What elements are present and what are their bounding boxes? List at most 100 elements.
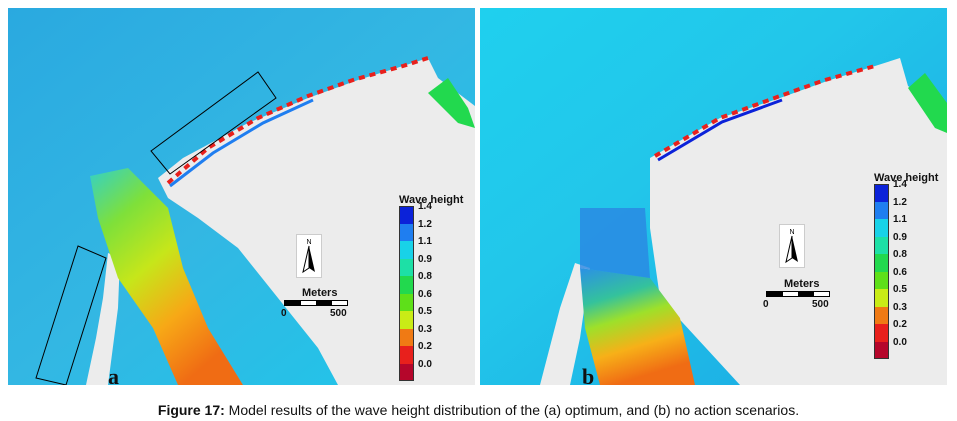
legend-swatch	[874, 341, 889, 359]
scale-max-label: 500	[330, 308, 347, 319]
wave-height-map-b	[480, 8, 947, 385]
green-patch	[428, 78, 475, 128]
land-strip	[86, 253, 120, 385]
legend-row: 1.2	[874, 197, 938, 219]
legend-row: 0.6	[874, 267, 938, 289]
channel-entrance	[580, 208, 650, 278]
scale-min-label: 0	[763, 299, 769, 310]
legend-label: 0.3	[418, 323, 432, 335]
panel-b-no-action-map: Wave height 1.4 1.2 1.1 0.9 0.8 0.6 0.5 0.3 0.2 0…	[480, 8, 947, 385]
legend-row: 0.3	[874, 302, 938, 324]
legend-scale: 1.4 1.2 1.1 0.9 0.8 0.6 0.5 0.3 0.2 0.0	[874, 179, 938, 359]
legend-row: 1.2	[399, 219, 463, 241]
wave-height-map-a	[8, 8, 475, 385]
scale-bar: Meters 0 500	[763, 278, 846, 318]
legend-swatch	[874, 219, 889, 237]
panel-letter-a: a	[108, 364, 119, 385]
legend-row: 0.8	[399, 271, 463, 294]
breakwater-outline-2	[35, 245, 107, 385]
legend-label: 1.2	[893, 196, 907, 208]
legend-row: 1.1	[874, 214, 938, 237]
north-label: N	[789, 229, 794, 236]
legend-label: 0.5	[893, 284, 907, 296]
legend-label: 0.2	[418, 341, 432, 353]
panel-a-optimum-map: Wave height 1.4 1.2 1.1 0.9 0.8 0.6 0.5 0.3 0.2 0…	[8, 8, 475, 385]
legend-swatch	[399, 293, 414, 311]
wave-channel	[90, 168, 243, 385]
legend-label: 1.1	[893, 214, 907, 226]
north-arrow-icon: N	[779, 224, 805, 273]
legend-row: 0.0	[399, 359, 463, 381]
legend-label: 0.3	[893, 301, 907, 313]
land-strip	[540, 263, 590, 385]
legend-label: 0.6	[893, 266, 907, 278]
breakwater-outline-1	[150, 71, 277, 175]
legend-label: 0.0	[893, 336, 907, 348]
scale-bar-graphic	[766, 291, 830, 297]
north-arrow-icon: N	[296, 234, 322, 283]
legend-row: 0.9	[874, 232, 938, 254]
panel-letter-b: b	[582, 364, 595, 385]
coast-fringe-blue	[169, 98, 314, 188]
figure-caption: Figure 17: Model results of the wave hei…	[0, 402, 957, 418]
legend-label: 0.6	[418, 288, 432, 300]
legend-row: 0.0	[874, 337, 938, 359]
legend-swatch	[399, 223, 414, 241]
legend-label: 1.1	[418, 236, 432, 248]
scale-title: Meters	[784, 278, 820, 290]
legend-row: 0.2	[874, 319, 938, 342]
legend-title: Wave height	[874, 172, 939, 184]
legend-swatch	[874, 289, 889, 307]
green-patch	[908, 73, 947, 133]
legend-row: 0.3	[399, 324, 463, 346]
scale-bar-graphic	[284, 300, 348, 306]
legend-label: 1.2	[418, 218, 432, 230]
legend-swatch	[399, 276, 414, 294]
caption-label: Figure 17:	[157, 402, 225, 418]
legend-swatch	[399, 328, 414, 346]
legend-swatch	[874, 201, 889, 219]
land-area	[650, 58, 947, 385]
legend-row: 0.2	[399, 341, 463, 364]
legend-swatch	[399, 258, 414, 276]
legend-title: Wave height	[399, 194, 464, 206]
legend-swatch	[874, 236, 889, 254]
legend-row: 0.6	[399, 289, 463, 311]
legend-label: 0.0	[418, 358, 432, 370]
coast-fringe-blue	[657, 98, 783, 162]
legend-row: 0.5	[874, 284, 938, 307]
legend-row: 1.1	[399, 236, 463, 259]
north-label: N	[306, 239, 311, 246]
legend-label: 0.9	[418, 253, 432, 265]
legend-row: 0.5	[399, 306, 463, 329]
legend-swatch	[399, 363, 414, 381]
legend-label: 0.8	[893, 249, 907, 261]
wave-height-legend: Wave height 1.4 1.2 1.1 0.9 0.8 0.6 0.5 0.3 0.2 0…	[874, 172, 938, 359]
legend-row: 0.9	[399, 254, 463, 276]
wave-channel	[580, 268, 695, 385]
legend-label: 0.9	[893, 231, 907, 243]
legend-label: 0.5	[418, 306, 432, 318]
legend-scale: 1.4 1.2 1.1 0.9 0.8 0.6 0.5 0.3 0.2 0.0	[399, 201, 463, 381]
legend-swatch	[874, 271, 889, 289]
legend-swatch	[874, 254, 889, 272]
legend-swatch	[399, 241, 414, 259]
coast-fringe	[166, 56, 429, 185]
scale-max-label: 500	[812, 299, 829, 310]
scale-bar: Meters 0 500	[281, 287, 364, 327]
legend-swatch	[399, 311, 414, 329]
legend-swatch	[399, 346, 414, 364]
legend-row: 1.4	[874, 179, 938, 202]
legend-swatch	[874, 324, 889, 342]
legend-swatch	[874, 306, 889, 324]
caption-text: Model results of the wave height distrib…	[224, 402, 800, 418]
legend-label: 0.8	[418, 271, 432, 283]
legend-label: 1.4	[418, 201, 432, 213]
scale-title: Meters	[302, 287, 338, 299]
scale-min-label: 0	[281, 308, 287, 319]
legend-swatch	[874, 184, 889, 202]
legend-row: 1.4	[399, 201, 463, 224]
legend-row: 0.8	[874, 249, 938, 272]
wave-height-legend: Wave height 1.4 1.2 1.1 0.9 0.8 0.6 0.5 0.3 0.2 0…	[399, 194, 463, 381]
legend-swatch	[399, 206, 414, 224]
